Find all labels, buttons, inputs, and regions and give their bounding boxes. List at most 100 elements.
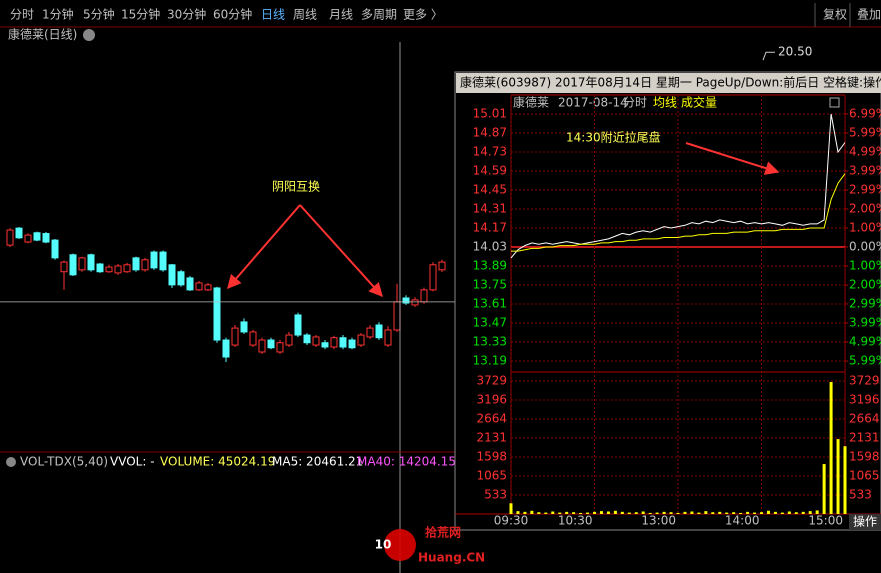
candle-body xyxy=(267,339,275,349)
pct-tick-label: 1.00% xyxy=(849,220,881,234)
volume-bar xyxy=(634,512,638,514)
candle-body xyxy=(330,337,338,348)
x-tick-label: 09:30 xyxy=(494,514,529,528)
volume-bar xyxy=(829,382,833,514)
legend-entry: 成交量 xyxy=(681,95,717,110)
y2-tick-label: 2131 xyxy=(476,430,507,444)
candle-body xyxy=(60,261,68,273)
volume-bar xyxy=(516,511,520,514)
pct-tick-label: 6.99% xyxy=(849,106,881,120)
candle-body xyxy=(78,257,86,271)
volume-bar xyxy=(613,510,617,514)
candle-body xyxy=(213,287,221,341)
candle-body xyxy=(69,254,77,276)
legend-entry: 均线 xyxy=(653,96,677,110)
pct-tick-label: 3.99% xyxy=(849,315,881,329)
volume-bar xyxy=(836,439,840,514)
volume-bar xyxy=(530,510,534,514)
volume-bar xyxy=(732,512,736,514)
period-tab[interactable]: 1分钟 xyxy=(42,7,74,22)
period-tab[interactable]: 更多 〉 xyxy=(403,8,443,22)
y-tick-label: 14.45 xyxy=(473,183,507,197)
volume-bar xyxy=(509,503,513,514)
pct-tick-label: 2.00% xyxy=(849,201,881,215)
menu-icon[interactable] xyxy=(6,457,16,467)
candle-body xyxy=(141,259,149,271)
watermark-logo-text: 10 xyxy=(375,538,392,552)
arrow xyxy=(685,142,780,175)
volume-bar xyxy=(746,511,750,514)
period-tab[interactable]: 日线 xyxy=(261,8,285,22)
candle-body xyxy=(375,324,383,339)
y-tick-label: 13.75 xyxy=(473,278,507,292)
volume-bar xyxy=(843,446,847,514)
y2-tick-label: 2664 xyxy=(476,411,507,425)
period-tab[interactable]: 60分钟 xyxy=(213,7,252,22)
annotation: 14:30附近拉尾盘 xyxy=(566,130,661,145)
pct-tick-label: 4.99% xyxy=(849,335,881,349)
action-button[interactable]: 操作 xyxy=(853,514,877,529)
candle-body xyxy=(303,334,311,344)
candle-body xyxy=(6,229,14,246)
watermark-domain: Huang.CN xyxy=(418,551,485,565)
volume-bar xyxy=(801,511,805,514)
period-tab[interactable]: 15分钟 xyxy=(121,7,160,22)
candle-body xyxy=(15,227,23,239)
volume-bar xyxy=(760,512,763,514)
candle-body xyxy=(285,334,293,346)
candle-body xyxy=(123,264,131,273)
volume-bar xyxy=(766,510,770,514)
y2-tick-label: 1065 xyxy=(476,469,507,483)
pct-tick-label: 4.99% xyxy=(849,144,881,158)
volume-bar xyxy=(697,512,701,514)
period-tab[interactable]: 30分钟 xyxy=(167,7,206,22)
volume-bar xyxy=(676,512,680,514)
stock-name: 康德莱 xyxy=(513,95,549,110)
period-tab[interactable]: 周线 xyxy=(293,8,317,22)
volume-bar xyxy=(794,512,798,514)
indicator-item: VVOL: - xyxy=(110,455,155,469)
mode: 分时 xyxy=(623,96,647,110)
volume-bar xyxy=(523,511,527,514)
action-button[interactable]: 复权 xyxy=(823,8,847,22)
candle-body xyxy=(177,271,185,286)
period-tab[interactable]: 5分钟 xyxy=(83,7,115,22)
candle-body xyxy=(222,339,230,358)
volume-bar xyxy=(662,511,666,514)
indicator-item: MA5: 20461.21 xyxy=(272,455,363,469)
indicator-item: MA40: 14204.15 xyxy=(357,455,456,469)
y2-tick-label: 2131 xyxy=(849,430,880,444)
max-label: 20.50 xyxy=(778,45,812,59)
action-button[interactable]: 叠加 xyxy=(857,8,881,22)
period-tab[interactable]: 月线 xyxy=(329,8,353,22)
volume-bar xyxy=(586,512,590,514)
period-tab[interactable]: 分时 xyxy=(10,8,34,22)
pct-tick-label: 3.99% xyxy=(849,164,881,178)
candle-body xyxy=(33,232,41,241)
indicator-item: VOL-TDX(5,40) xyxy=(20,455,108,469)
volume-bar xyxy=(593,511,596,514)
period-tab[interactable]: 多周期 xyxy=(361,8,397,22)
price-line xyxy=(510,113,846,259)
candle-body xyxy=(114,265,122,274)
volume-bar xyxy=(787,511,791,514)
y2-tick-label: 1598 xyxy=(476,450,507,464)
popup-frame xyxy=(454,71,881,531)
volume-bar xyxy=(711,512,715,514)
y2-tick-label: 3196 xyxy=(476,393,507,407)
window-icon[interactable] xyxy=(829,97,840,108)
date: 2017-08-14 xyxy=(558,96,628,110)
pct-tick-label: 2.99% xyxy=(849,183,881,197)
volume-bar xyxy=(725,512,729,514)
y2-tick-label: 1598 xyxy=(849,450,880,464)
y2-tick-label: 3729 xyxy=(476,374,507,388)
y-tick-label: 13.33 xyxy=(473,335,507,349)
y2-tick-label: 2664 xyxy=(849,411,880,425)
candle-body xyxy=(168,264,176,286)
candle-body xyxy=(258,339,266,353)
menu-icon[interactable] xyxy=(83,29,95,41)
action-button-bg[interactable] xyxy=(849,514,881,530)
candle-body xyxy=(321,342,329,348)
volume-bar xyxy=(822,464,826,514)
